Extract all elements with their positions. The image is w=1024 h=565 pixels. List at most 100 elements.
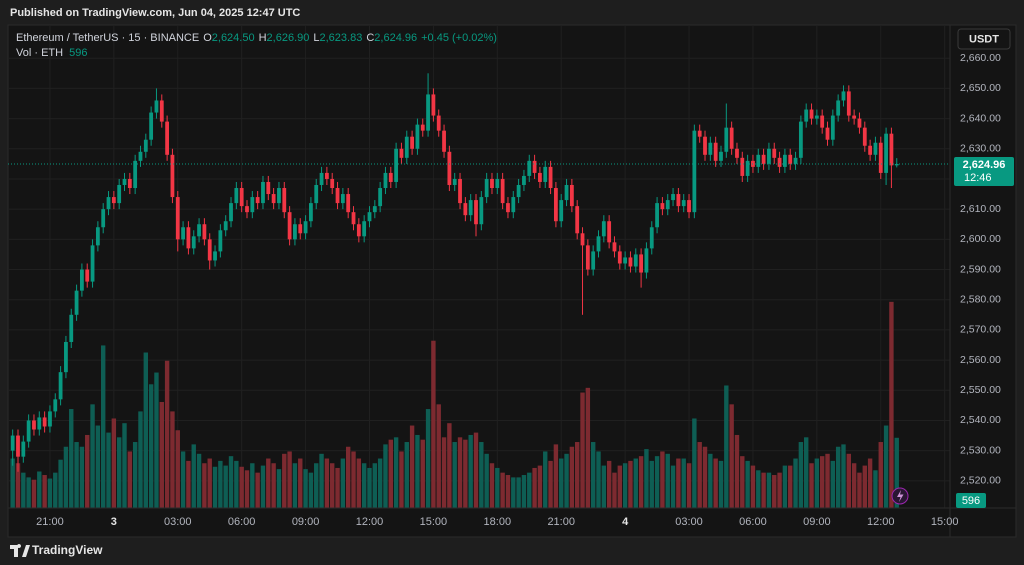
volume-bar <box>111 418 117 508</box>
volume-bar <box>553 444 559 508</box>
candle-body <box>740 157 745 176</box>
volume-bar <box>628 460 633 508</box>
candle-body <box>804 109 809 122</box>
candle-body <box>564 184 569 201</box>
volume-bar <box>79 446 85 508</box>
candle-body <box>703 136 707 155</box>
volume-bar <box>31 479 37 508</box>
volume-bar <box>26 477 31 508</box>
volume-bar <box>340 458 346 508</box>
volume-bar <box>649 460 654 508</box>
volume-bar <box>228 456 234 508</box>
x-tick-label: 18:00 <box>484 516 512 528</box>
volume-bar <box>606 460 612 508</box>
volume-bar <box>21 472 26 508</box>
candle-body <box>889 133 894 166</box>
y-tick-label: 2,520.00 <box>960 475 1001 487</box>
candle-body <box>868 145 873 155</box>
x-tick-label: 12:00 <box>356 516 384 528</box>
volume-bar <box>756 470 761 508</box>
y-tick-label: 2,540.00 <box>960 414 1001 426</box>
volume-bar <box>85 434 90 508</box>
currency-button[interactable] <box>957 28 1011 50</box>
candle-body <box>181 227 185 240</box>
volume-bar <box>409 425 415 508</box>
candle-body <box>431 94 436 116</box>
currency-label[interactable]: USDT <box>969 33 999 45</box>
volume-bar <box>292 463 298 508</box>
x-tick-label: 15:00 <box>420 516 448 528</box>
candle-body <box>527 160 532 176</box>
volume-bar <box>10 458 15 508</box>
volume-bar <box>282 453 287 508</box>
volume-bar <box>404 442 409 508</box>
volume-bar <box>665 453 670 508</box>
candle-body <box>745 160 750 176</box>
volume-bar <box>601 465 607 508</box>
candle-body <box>681 200 686 207</box>
volume-bar <box>276 469 282 508</box>
candle-body <box>820 115 825 128</box>
volume-bar <box>814 458 820 508</box>
volume-bar <box>223 465 228 508</box>
candle-body <box>724 127 729 152</box>
candle-body <box>649 227 654 249</box>
candle-body <box>772 148 777 158</box>
volume-bar <box>505 475 511 508</box>
candle-body <box>612 242 617 252</box>
volume-bar <box>889 301 894 508</box>
candle-body <box>175 197 180 240</box>
volume-bar <box>298 458 303 508</box>
candle-body <box>852 115 857 119</box>
candle-body <box>239 188 244 207</box>
candle-body <box>846 91 851 116</box>
ohlc-key: L <box>313 32 319 44</box>
volume-bar <box>857 472 862 508</box>
candle-body <box>388 172 393 182</box>
volume-bar <box>612 472 617 508</box>
volume-bar <box>255 472 260 508</box>
candle-body <box>671 194 675 201</box>
volume-bar <box>250 463 255 508</box>
volume-bar <box>622 463 628 508</box>
volume-bar <box>788 465 793 508</box>
candle-body <box>74 290 79 315</box>
candle-body <box>713 142 718 161</box>
volume-bar <box>681 458 686 508</box>
volume-bar <box>543 451 548 508</box>
candle-body <box>687 200 691 213</box>
legend: Ethereum / TetherUS · 15 · BINANCE O 2,624… <box>16 32 497 59</box>
x-tick-label: 06:00 <box>739 516 767 528</box>
volume-bar <box>196 453 202 508</box>
volume-layer <box>10 301 899 508</box>
volume-bar <box>314 463 319 508</box>
candle-body <box>399 148 404 158</box>
candle-body <box>255 197 260 204</box>
volume-bar <box>239 466 244 508</box>
candle-body <box>111 197 116 204</box>
candle-body <box>585 245 590 270</box>
candle-body <box>271 194 276 204</box>
candle-body <box>729 127 734 149</box>
candle-body <box>245 206 249 213</box>
candle-body <box>623 257 628 264</box>
candle-body <box>639 254 644 273</box>
candle-body <box>351 212 356 225</box>
volume-bar <box>841 444 846 508</box>
volume-bar <box>489 463 495 508</box>
axes: 2,520.00 2,530.00 2,540.00 2,550.00 2,560.00… <box>8 52 1014 528</box>
volume-bar <box>122 423 127 508</box>
candle-body <box>367 212 372 222</box>
volume-label: 596 <box>962 495 980 507</box>
volume-bar <box>324 458 330 508</box>
candle-body <box>277 188 281 204</box>
volume-bar <box>148 384 154 508</box>
candle-body <box>767 148 771 164</box>
volume-bar <box>473 432 479 508</box>
volume-bar <box>69 409 74 508</box>
volume-bar <box>660 451 665 508</box>
candle-body <box>250 197 255 213</box>
volume-bar <box>537 465 543 508</box>
volume-label-box <box>956 493 986 508</box>
candle-body <box>266 181 271 195</box>
